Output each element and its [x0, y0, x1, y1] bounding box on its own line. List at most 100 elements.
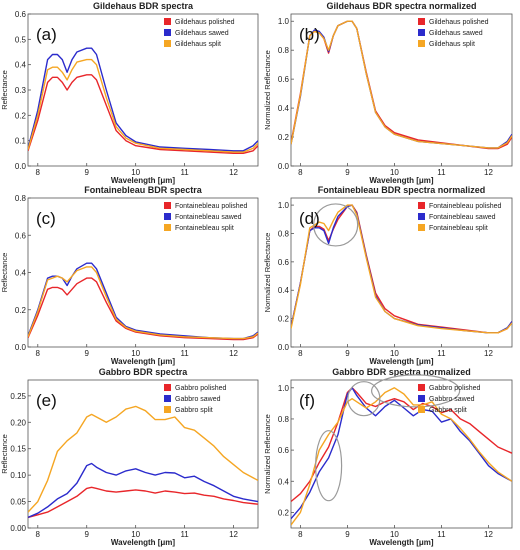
x-tick-label: 8 [298, 168, 303, 177]
x-tick-label: 11 [180, 168, 189, 177]
legend-entry: Gildehaus split [429, 41, 475, 48]
panel-b: Gildehaus BDR spectra normalized 8 9 10 11 12… [263, 1, 513, 185]
plot-frame [290, 197, 513, 348]
series-line-gildehaus-split [291, 20, 512, 149]
y-tick-label: 0.4 [15, 269, 27, 278]
y-tick-label: 0.0 [15, 343, 27, 352]
x-tick-label: 12 [229, 349, 238, 358]
x-tick-label: 8 [36, 349, 41, 358]
y-tick-label: 0.2 [15, 111, 27, 120]
plot-frame [290, 13, 513, 167]
y-tick-label: 0.8 [278, 229, 290, 238]
y-tick-label: 0.8 [278, 46, 290, 55]
legend-entry: Gildehaus split [175, 41, 221, 48]
y-tick-label: 0.2 [278, 315, 290, 324]
y-tick-label: 0.6 [15, 10, 27, 19]
x-tick-label: 8 [298, 349, 303, 358]
x-tick-label: 9 [84, 530, 89, 539]
y-tick-label: 0.15 [10, 445, 26, 454]
y-tick-label: 1.0 [278, 201, 290, 210]
legend-entry: Gildehaus sawed [429, 30, 483, 37]
x-tick-label: 11 [437, 168, 446, 177]
legend-swatch [164, 384, 171, 391]
legend-entry: Fontainebleau polished [429, 203, 501, 210]
y-tick-label: 0.2 [278, 508, 290, 517]
y-tick-label: 1.0 [278, 17, 290, 26]
y-tick-label: 0.6 [278, 75, 290, 84]
x-tick-label: 10 [131, 530, 140, 539]
legend-swatch [418, 202, 425, 209]
series-line-gabbro-polished [291, 387, 512, 503]
series-line-gabbro-sawed [28, 462, 258, 519]
y-axis-label: Normalized Reflectance [263, 233, 272, 313]
legend-entry: Gabbro split [175, 407, 213, 414]
legend-swatch [164, 406, 171, 413]
y-tick-label: 0.20 [10, 418, 26, 427]
legend-swatch [164, 18, 171, 25]
series-line-gabbro-split [291, 387, 512, 526]
x-tick-label: 9 [345, 349, 350, 358]
y-tick-label: 0.6 [15, 231, 27, 240]
panel-c: Fontainebleau BDR spectra 8 9 10 11 12 0.0 0.2 0… [0, 185, 259, 366]
legend-entry: Gildehaus polished [175, 19, 235, 26]
panel-title: Gabbro BDR spectra [99, 367, 189, 377]
legend-entry: Gabbro sawed [429, 396, 475, 403]
series-lines [28, 47, 258, 155]
legend-swatch [418, 224, 425, 231]
x-axis-label: Wavelength [μm] [369, 357, 433, 366]
y-tick-label: 0.1 [15, 137, 27, 146]
legend-entry: Gildehaus sawed [175, 30, 229, 37]
legend-swatch [164, 40, 171, 47]
x-axis-label: Wavelength [μm] [111, 538, 175, 547]
series-lines [28, 405, 258, 519]
legend-entry: Fontainebleau polished [175, 203, 247, 210]
panel-label: (d) [299, 209, 320, 228]
y-tick-label: 0.3 [15, 86, 27, 95]
series-line-fontainebleau-split [28, 266, 258, 340]
series-line-gabbro-polished [28, 486, 258, 519]
plot-frame [27, 379, 259, 529]
legend-entry: Fontainebleau split [175, 225, 234, 232]
x-tick-label: 10 [131, 168, 140, 177]
series-line-gildehaus-split [28, 58, 258, 153]
x-tick-label: 8 [298, 530, 303, 539]
panel-title: Fontainebleau BDR spectra [84, 185, 203, 195]
x-tick-label: 8 [36, 530, 41, 539]
x-axis-label: Wavelength [μm] [369, 176, 433, 185]
x-tick-label: 9 [84, 168, 89, 177]
x-tick-label: 11 [437, 349, 446, 358]
legend-swatch [164, 224, 171, 231]
y-tick-label: 0.4 [278, 477, 290, 486]
y-tick-label: 0.8 [278, 415, 290, 424]
x-tick-label: 9 [345, 168, 350, 177]
x-axis-label: Wavelength [μm] [111, 176, 175, 185]
series-line-gildehaus-sawed [28, 47, 258, 152]
panel-title: Gildehaus BDR spectra normalized [326, 1, 476, 11]
y-tick-label: 0.5 [15, 35, 27, 44]
y-axis-label: Normalized Reflectance [263, 414, 272, 494]
panel-label: (c) [36, 209, 56, 228]
y-tick-label: 0.4 [278, 104, 290, 113]
x-tick-label: 11 [437, 530, 446, 539]
y-tick-label: 0.2 [15, 306, 27, 315]
panel-label: (e) [36, 391, 57, 410]
series-line-gabbro-sawed [291, 387, 512, 520]
series-line-fontainebleau-split [291, 204, 512, 334]
x-tick-label: 12 [484, 530, 493, 539]
y-tick-label: 0.00 [10, 524, 26, 533]
panel-label: (a) [36, 25, 57, 44]
x-axis-label: Wavelength [μm] [111, 357, 175, 366]
panel-label: (b) [299, 25, 320, 44]
legend-entry: Gabbro sawed [175, 396, 221, 403]
y-tick-label: 0.6 [278, 446, 290, 455]
y-tick-label: 0.10 [10, 471, 26, 480]
series-lines [291, 204, 512, 334]
y-axis-label: Normalized Reflectance [263, 50, 272, 130]
x-tick-label: 9 [345, 530, 350, 539]
highlight-ellipse [347, 381, 381, 417]
x-tick-label: 12 [229, 168, 238, 177]
legend-swatch [164, 202, 171, 209]
y-tick-label: 1.0 [278, 384, 290, 393]
plot-frame [290, 379, 513, 529]
